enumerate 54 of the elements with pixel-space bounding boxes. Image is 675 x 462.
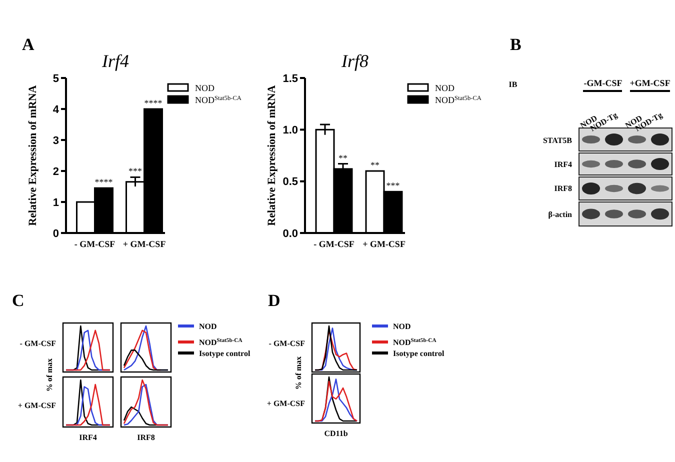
annotation: **** [144, 98, 163, 108]
chart-title: Irf8 [340, 51, 368, 71]
legend-label: NOD [435, 83, 455, 93]
x-axis-title: IRF8 [137, 433, 155, 442]
legend-label: NOD [393, 322, 411, 331]
annotation: *** [386, 180, 400, 191]
legend-label: NOD$^{Stat5b-CA}$ [195, 94, 242, 105]
legend-label: Isotype control [199, 349, 251, 358]
x-tick-label: + GM-CSF [122, 239, 166, 249]
legend-label: Isotype control [393, 349, 445, 358]
y-tick-label: 2 [52, 166, 59, 178]
text: D [268, 291, 280, 310]
x-tick-label: + GM-CSF [362, 239, 406, 249]
legend-label: NOD$^{Stat5b-CA}$ [199, 338, 242, 347]
text: A [22, 35, 35, 54]
y-tick-label: 1.5 [282, 72, 298, 85]
text: C [12, 291, 24, 310]
y-tick-label: 0.0 [282, 228, 298, 240]
annotation: **** [94, 177, 114, 188]
y-tick-label: 1.0 [282, 124, 298, 137]
text: - GM-CSF [268, 339, 306, 348]
text: - GM-CSF [20, 339, 56, 348]
y-axis-title: Relative Expression of mRNA [27, 85, 39, 226]
y-tick-label: 0 [52, 228, 59, 240]
annotation: ** [338, 152, 348, 163]
legend-label: NOD$^{Stat5b-CA}$ [393, 338, 436, 347]
text: +GM-CSF [630, 78, 671, 88]
y-axis-title: % of max [45, 358, 54, 392]
text: B [510, 35, 522, 54]
y-tick-label: 4 [52, 104, 60, 116]
x-tick-label: - GM-CSF [314, 239, 355, 249]
text: + GM-CSF [18, 401, 56, 410]
legend-label: NOD [199, 322, 217, 331]
annotation: ** [370, 160, 380, 170]
legend-label: NOD$^{Stat5b-CA}$ [435, 94, 482, 105]
y-tick-label: 1 [52, 196, 59, 209]
legend-label: NOD [195, 83, 215, 93]
text: -GM-CSF [584, 78, 623, 88]
x-tick-label: - GM-CSF [74, 239, 116, 249]
text: + GM-CSF [266, 399, 306, 408]
y-tick-label: 3 [52, 134, 59, 147]
y-tick-label: 0.5 [282, 176, 298, 188]
chart-title: Irf4 [101, 51, 129, 71]
x-axis-title: CD11b [324, 429, 348, 438]
y-tick-label: 5 [52, 72, 59, 85]
text: IRF8 [554, 184, 572, 193]
x-axis-title: IRF4 [79, 433, 97, 442]
text: IB [508, 80, 518, 89]
y-axis-title: Relative Expression of mRNA [266, 85, 278, 226]
text: STAT5B [542, 136, 573, 145]
annotation: *** [128, 166, 142, 176]
text: β-actin [548, 210, 573, 219]
y-axis-title: % of max [294, 356, 303, 390]
text: IRF4 [554, 160, 572, 169]
